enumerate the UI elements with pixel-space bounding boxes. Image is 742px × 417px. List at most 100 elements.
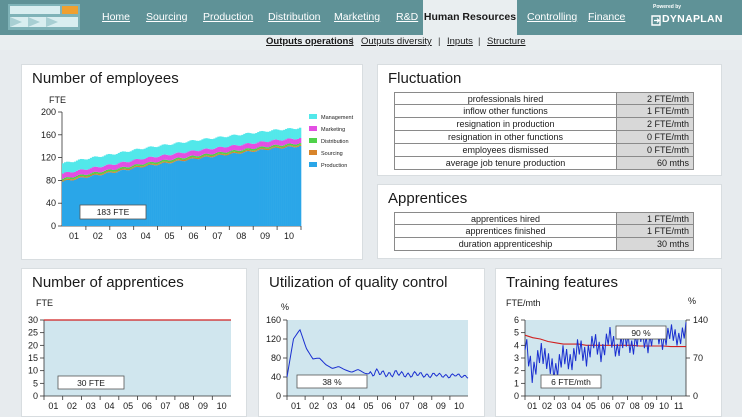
area-bar-management bbox=[293, 129, 296, 140]
area-bar-sourcing bbox=[133, 166, 136, 168]
area-bar-management bbox=[223, 137, 226, 148]
area-bar-production bbox=[243, 152, 246, 226]
y-tick-label: 120 bbox=[41, 153, 56, 163]
area-bar-marketing bbox=[87, 169, 91, 175]
area-bar-distribution bbox=[119, 167, 123, 170]
area-bar-marketing bbox=[151, 156, 154, 162]
area-bar-distribution bbox=[115, 169, 119, 172]
nav-controlling[interactable]: Controlling bbox=[527, 11, 578, 23]
x-tick-label: 08 bbox=[630, 401, 640, 411]
area-bar-marketing bbox=[279, 140, 282, 146]
area-bar-marketing bbox=[235, 145, 238, 151]
area-bar-distribution bbox=[131, 165, 134, 168]
area-bar-production bbox=[87, 177, 91, 226]
quality-panel: Utilization of quality control % 0 40 80 120… bbox=[258, 268, 485, 417]
area-bar-marketing bbox=[115, 164, 119, 170]
area-bar-management bbox=[295, 129, 298, 140]
readout-text: 30 FTE bbox=[77, 378, 105, 388]
area-bar-production bbox=[62, 181, 65, 226]
area-bar-distribution bbox=[245, 148, 248, 151]
area-bar-sourcing bbox=[297, 145, 300, 147]
area-bar-sourcing bbox=[163, 161, 166, 163]
area-bar-production bbox=[127, 170, 131, 226]
area-bar-production bbox=[223, 155, 226, 226]
area-bar-marketing bbox=[155, 157, 158, 163]
nav-production[interactable]: Production bbox=[203, 11, 254, 23]
area-bar-marketing bbox=[265, 142, 268, 148]
area-bar-marketing bbox=[217, 146, 220, 153]
y-tick-label: 80 bbox=[271, 353, 281, 363]
area-bar-management bbox=[187, 141, 190, 152]
area-bar-production bbox=[89, 176, 93, 226]
area-bar-production bbox=[83, 177, 87, 226]
nav-human-resources[interactable]: Human Resources bbox=[423, 0, 517, 35]
row-label: apprentices hired bbox=[395, 213, 617, 224]
area-bar-marketing bbox=[179, 152, 182, 158]
area-bar-sourcing bbox=[111, 171, 115, 173]
area-bar-management bbox=[189, 140, 192, 151]
area-bar-sourcing bbox=[73, 178, 77, 180]
area-bar-management bbox=[145, 147, 148, 158]
row-label: professionals hired bbox=[395, 93, 617, 104]
area-bar-management bbox=[175, 142, 178, 153]
area-bar-sourcing bbox=[147, 163, 150, 165]
area-bar-distribution bbox=[85, 174, 89, 177]
area-bar-management bbox=[283, 129, 286, 141]
area-bar-marketing bbox=[131, 160, 134, 166]
area-bar-distribution bbox=[101, 171, 105, 174]
y-tick-label: 5 bbox=[33, 378, 38, 388]
area-bar-sourcing bbox=[201, 156, 204, 158]
area-bar-marketing bbox=[65, 171, 69, 178]
area-bar-production bbox=[103, 173, 107, 226]
nav-home[interactable]: Home bbox=[102, 11, 131, 23]
area-bar-sourcing bbox=[199, 157, 202, 159]
subnav-outputs-operations[interactable]: Outputs operations bbox=[266, 36, 354, 47]
area-bar-distribution bbox=[127, 167, 131, 170]
area-bar-management bbox=[101, 156, 105, 167]
area-bar-management bbox=[291, 128, 294, 139]
legend-swatch-sourcing bbox=[309, 150, 317, 155]
y-axis-label: FTE bbox=[49, 95, 66, 105]
area-bar-management bbox=[191, 140, 194, 151]
nav-rnd[interactable]: R&D bbox=[396, 11, 419, 23]
subnav-inputs[interactable]: Inputs bbox=[447, 36, 473, 47]
area-bar-sourcing bbox=[257, 149, 260, 151]
area-bar-management bbox=[255, 133, 258, 144]
area-bar-sourcing bbox=[93, 173, 97, 175]
area-bar-management bbox=[269, 131, 272, 142]
area-bar-management bbox=[85, 159, 89, 170]
area-bar-production bbox=[287, 146, 290, 226]
table-row: resignation in other functions 0 FTE/mth bbox=[394, 131, 694, 144]
area-bar-production bbox=[267, 150, 270, 226]
area-bar-management bbox=[63, 162, 67, 173]
y-tick-label: 30 bbox=[28, 315, 38, 325]
app-logo-icon[interactable] bbox=[8, 4, 80, 30]
area-bar-marketing bbox=[139, 159, 142, 165]
nav-marketing[interactable]: Marketing bbox=[334, 11, 381, 23]
area-bar-management bbox=[75, 160, 79, 171]
area-bar-distribution bbox=[287, 143, 290, 146]
subnav-structure[interactable]: Structure bbox=[487, 36, 526, 47]
nav-distribution[interactable]: Distribution bbox=[268, 11, 321, 23]
area-bar-distribution bbox=[235, 150, 238, 152]
area-bar-production bbox=[245, 151, 248, 226]
area-bar-management bbox=[225, 137, 228, 148]
area-bar-sourcing bbox=[175, 159, 178, 161]
x-tick-label: 03 bbox=[86, 401, 96, 411]
area-bar-sourcing bbox=[229, 152, 232, 154]
quality-chart: % 0 40 80 120 160 01 02 03 04 05 06 07 08 09 10 38 % bbox=[266, 302, 469, 411]
area-bar-distribution bbox=[185, 157, 188, 160]
area-bar-marketing bbox=[211, 149, 214, 155]
area-bar-marketing bbox=[249, 143, 252, 149]
nav-sourcing[interactable]: Sourcing bbox=[146, 11, 188, 23]
area-bar-sourcing bbox=[127, 169, 131, 171]
area-bar-management bbox=[261, 130, 264, 142]
area-bar-management bbox=[247, 132, 250, 144]
subnav-outputs-diversity[interactable]: Outputs diversity bbox=[361, 36, 432, 47]
area-bar-marketing bbox=[229, 145, 232, 152]
nav-finance[interactable]: Finance bbox=[588, 11, 626, 23]
area-bar-marketing bbox=[207, 148, 210, 154]
area-bar-marketing bbox=[133, 159, 136, 165]
row-value: 2 FTE/mth bbox=[617, 118, 693, 130]
area-bar-management bbox=[179, 142, 182, 153]
